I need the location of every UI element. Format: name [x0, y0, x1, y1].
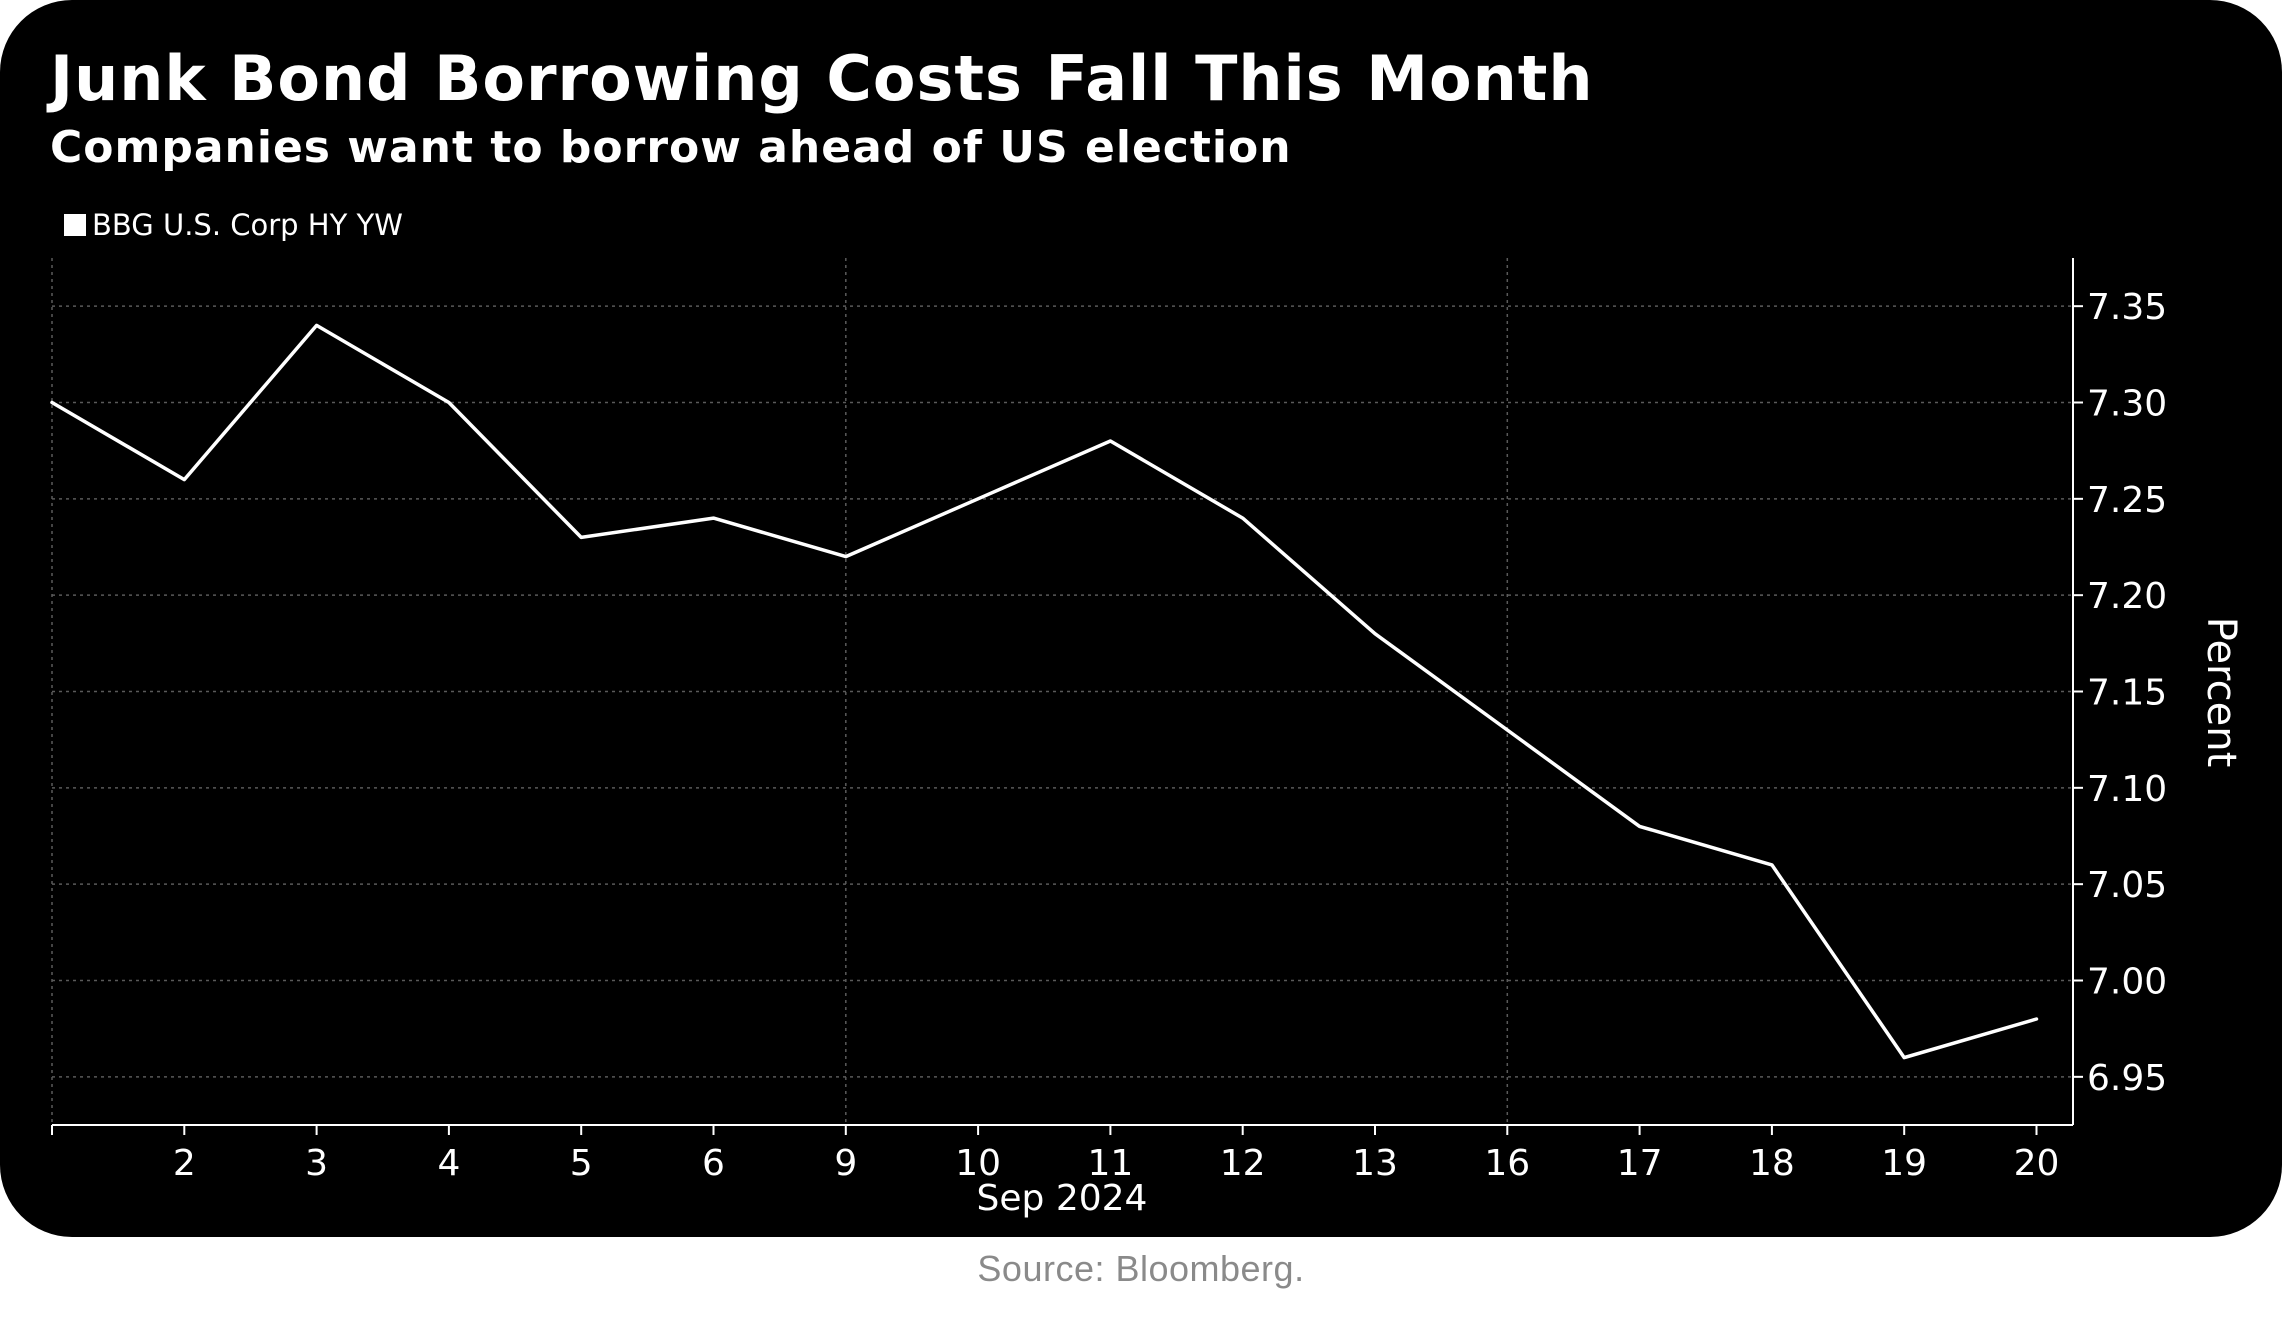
x-tick-label: 12	[1220, 1143, 1266, 1184]
x-tick-label: 6	[702, 1143, 725, 1184]
y-tick-label: 7.15	[2087, 673, 2167, 714]
chart-card: Junk Bond Borrowing Costs Fall This Mont…	[0, 0, 2282, 1237]
x-tick-label: 5	[570, 1143, 593, 1184]
x-tick-label: 17	[1617, 1143, 1663, 1184]
y-axis-label: Percent	[2198, 617, 2244, 768]
x-tick-label: 11	[1087, 1143, 1133, 1184]
x-tick-label: 19	[1881, 1143, 1927, 1184]
x-tick-label: 9	[834, 1143, 857, 1184]
y-tick-label: 7.35	[2087, 287, 2167, 328]
y-tick-label: 6.95	[2087, 1058, 2167, 1099]
x-tick-label: 2	[173, 1143, 196, 1184]
chart-title: Junk Bond Borrowing Costs Fall This Mont…	[50, 42, 1594, 115]
x-tick-label: 3	[305, 1143, 328, 1184]
y-tick-label: 7.00	[2087, 962, 2167, 1003]
line-chart: 6.95 7.00 7.05 7.10 7.15 7.20 7.25 7.30 7.35 2 3 4 5…	[50, 258, 2244, 1219]
y-tick-label: 7.25	[2087, 480, 2167, 521]
x-tick-label: 20	[2014, 1143, 2060, 1184]
x-tick-label: 13	[1352, 1143, 1398, 1184]
legend-swatch	[64, 214, 86, 236]
chart-subtitle: Companies want to borrow ahead of US ele…	[50, 122, 1292, 173]
y-tick-label: 7.30	[2087, 384, 2167, 425]
y-tick-label: 7.10	[2087, 769, 2167, 810]
x-axis-label: Sep 2024	[977, 1178, 1148, 1219]
legend-label: BBG U.S. Corp HY YW	[92, 208, 403, 242]
series-line	[50, 323, 2039, 1060]
x-tick-label: 4	[437, 1143, 460, 1184]
x-tick-label: 10	[955, 1143, 1001, 1184]
source-note: Source: Bloomberg.	[977, 1248, 1305, 1289]
legend: BBG U.S. Corp HY YW	[64, 208, 403, 242]
y-tick-label: 7.20	[2087, 576, 2167, 617]
x-tick-label: 18	[1749, 1143, 1795, 1184]
y-tick-label: 7.05	[2087, 865, 2167, 906]
x-tick-label: 16	[1484, 1143, 1530, 1184]
